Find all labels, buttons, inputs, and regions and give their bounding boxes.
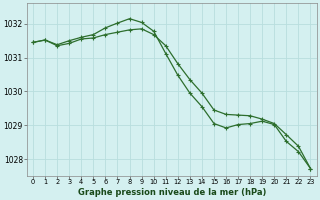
X-axis label: Graphe pression niveau de la mer (hPa): Graphe pression niveau de la mer (hPa) (77, 188, 266, 197)
